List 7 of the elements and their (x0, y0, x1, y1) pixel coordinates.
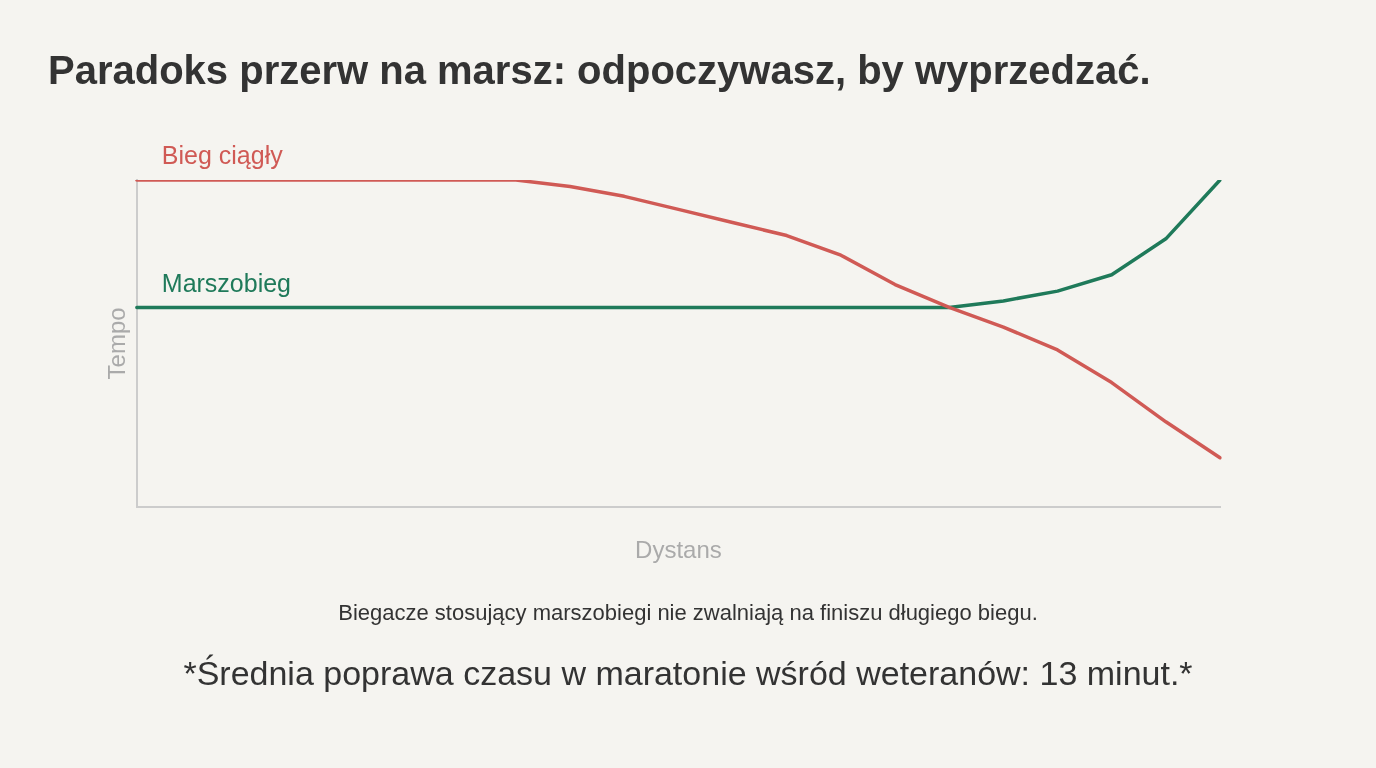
y-axis-title: Tempo (103, 307, 131, 380)
chart-title: Paradoks przerw na marsz: odpoczywasz, by wyprzedzać. (48, 48, 1151, 93)
series-label: Bieg ciągły (161, 141, 284, 170)
series-label: Marszobieg (161, 268, 292, 297)
text: Biegacze stosujący marszobiegi nie zwalniają na finiszu długiego biegu. (337, 600, 1039, 626)
text: *Średnia poprawa czasu w maratonie wśród weteranów: 13 minut.* (182, 654, 1194, 693)
x-axis-title: Dystans (635, 536, 722, 564)
